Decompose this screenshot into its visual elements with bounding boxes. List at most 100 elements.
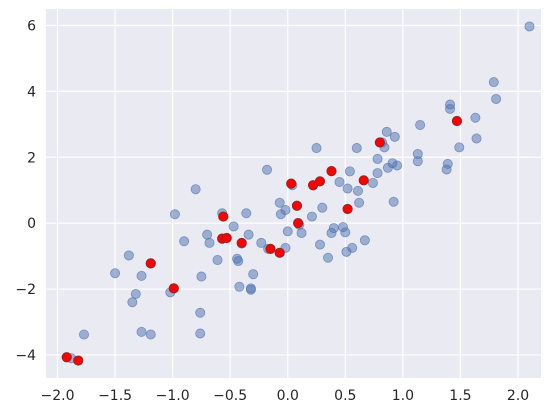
data-point [317, 202, 328, 213]
data-point [491, 93, 502, 104]
data-point [78, 329, 89, 340]
highlighted-data-point [326, 165, 337, 177]
x-tick-label: 0.0 [277, 388, 299, 404]
data-point [367, 177, 378, 188]
data-point [282, 226, 293, 237]
data-point [306, 211, 317, 222]
highlighted-data-point [61, 352, 72, 363]
highlighted-data-point [342, 203, 353, 215]
data-point [245, 284, 256, 295]
y-tick-label: 4 [27, 84, 36, 100]
data-point [314, 239, 325, 250]
data-point [415, 119, 426, 130]
data-point [280, 204, 291, 215]
x-tick-label: 1.0 [392, 388, 414, 404]
data-point [136, 326, 147, 337]
highlighted-data-point [236, 237, 247, 249]
highlighted-data-point [221, 232, 232, 244]
highlighted-data-point [451, 115, 463, 127]
highlighted-data-point [73, 355, 84, 366]
data-point [296, 228, 307, 239]
data-point [234, 281, 245, 292]
data-point [392, 160, 403, 171]
data-point [359, 235, 370, 246]
data-point [412, 156, 423, 167]
data-point [488, 77, 499, 88]
data-point [190, 184, 201, 195]
data-point [195, 307, 206, 318]
data-point [351, 143, 362, 154]
data-point [243, 229, 254, 240]
data-point [204, 237, 215, 248]
grid-lines [46, 9, 541, 378]
data-point [442, 158, 453, 169]
data-point [344, 166, 355, 177]
data-point [323, 252, 334, 263]
x-tick-label: −1.5 [98, 388, 132, 404]
y-tick-label: 6 [27, 18, 36, 34]
data-point [256, 237, 267, 248]
data-point [328, 223, 339, 234]
data-point [334, 176, 345, 187]
data-point [195, 328, 206, 339]
data-point [389, 131, 400, 142]
data-point [381, 126, 392, 137]
data-point [123, 250, 134, 261]
data-point [248, 269, 259, 280]
y-tick-label: 2 [27, 150, 36, 166]
x-tick-label: 2.0 [507, 388, 529, 404]
data-point [340, 227, 351, 238]
highlighted-data-point [145, 258, 156, 269]
data-point [145, 329, 156, 340]
data-points [61, 21, 535, 366]
x-tick-label: −2.0 [41, 388, 75, 404]
data-point [179, 236, 190, 247]
x-tick-label: −1.0 [156, 388, 190, 404]
x-tick-label: −0.5 [213, 388, 247, 404]
data-point [110, 268, 121, 279]
data-point [342, 183, 353, 194]
data-point [202, 229, 213, 240]
tick-labels: −2.0 −1.5 −1.0 −0.5 0.0 0.5 1.0 1.5 2.0 −4 −2 0 2 4 6 [15, 18, 529, 404]
data-point [262, 164, 273, 175]
data-point [130, 288, 141, 299]
data-point [196, 271, 207, 282]
data-point [228, 221, 239, 232]
data-point [233, 256, 244, 267]
data-point [274, 197, 285, 208]
data-point [169, 209, 180, 220]
highlighted-data-point [218, 211, 229, 222]
data-point [347, 242, 358, 253]
data-point [127, 297, 138, 308]
highlighted-data-point [358, 175, 369, 186]
y-tick-label: −4 [15, 348, 36, 364]
highlighted-data-point [293, 218, 304, 229]
highlighted-data-point [168, 283, 179, 294]
data-point [311, 143, 322, 154]
data-point [136, 270, 147, 281]
data-point [354, 197, 365, 208]
x-tick-label: 0.5 [334, 388, 356, 404]
x-tick-label: 1.5 [449, 388, 471, 404]
y-tick-label: 0 [27, 216, 36, 232]
highlighted-data-point [374, 137, 385, 148]
data-point [454, 142, 465, 153]
highlighted-data-point [265, 243, 276, 254]
data-point [388, 196, 399, 207]
highlighted-data-point [314, 176, 326, 187]
data-point [524, 21, 535, 32]
highlighted-data-point [274, 247, 285, 258]
data-point [212, 255, 223, 266]
data-point [445, 103, 456, 114]
data-point [241, 208, 252, 219]
data-point [471, 133, 482, 144]
data-point [352, 185, 363, 196]
highlighted-data-point [286, 178, 297, 189]
y-tick-label: −2 [15, 282, 36, 298]
data-point [470, 112, 481, 123]
highlighted-data-point [291, 200, 303, 211]
data-point [372, 168, 383, 179]
plot-area [46, 9, 541, 378]
